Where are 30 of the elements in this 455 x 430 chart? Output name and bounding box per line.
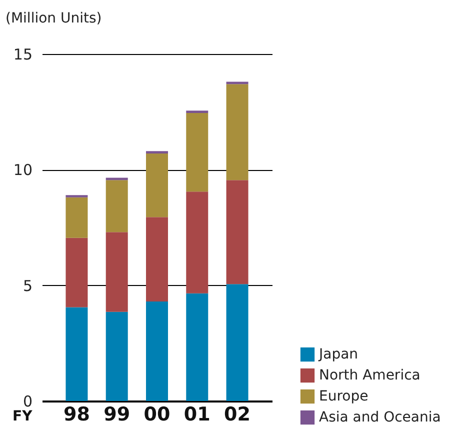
x-tick-label: 98 (63, 404, 90, 426)
x-tick-label: 99 (104, 404, 130, 426)
y-axis-title: (Million Units) (6, 10, 102, 26)
bar (146, 302, 168, 401)
bar (226, 84, 248, 180)
legend-label: Japan (318, 346, 358, 362)
x-tick-label: 00 (144, 404, 170, 426)
bar (226, 180, 248, 284)
bar (66, 197, 88, 238)
bar (106, 180, 128, 232)
bar (186, 192, 208, 294)
y-tick-label: 0 (22, 392, 32, 410)
bar (66, 307, 88, 401)
bar (186, 112, 208, 192)
bar (146, 153, 168, 218)
bar (146, 217, 168, 302)
y-tick-label: 10 (13, 161, 32, 180)
bar (106, 232, 128, 312)
bar (226, 284, 248, 401)
bar (106, 312, 128, 401)
legend-label: Europe (319, 388, 368, 404)
x-tick-label: 01 (184, 404, 210, 426)
legend-label: Asia and Oceania (319, 410, 441, 426)
bar (186, 293, 208, 401)
x-tick-label: 02 (224, 404, 251, 426)
y-tick-label: 5 (22, 276, 32, 295)
x-axis-title: FY (12, 408, 34, 424)
legend-label: North America (319, 368, 420, 384)
y-tick-label: 15 (13, 46, 32, 64)
bar (66, 238, 88, 308)
